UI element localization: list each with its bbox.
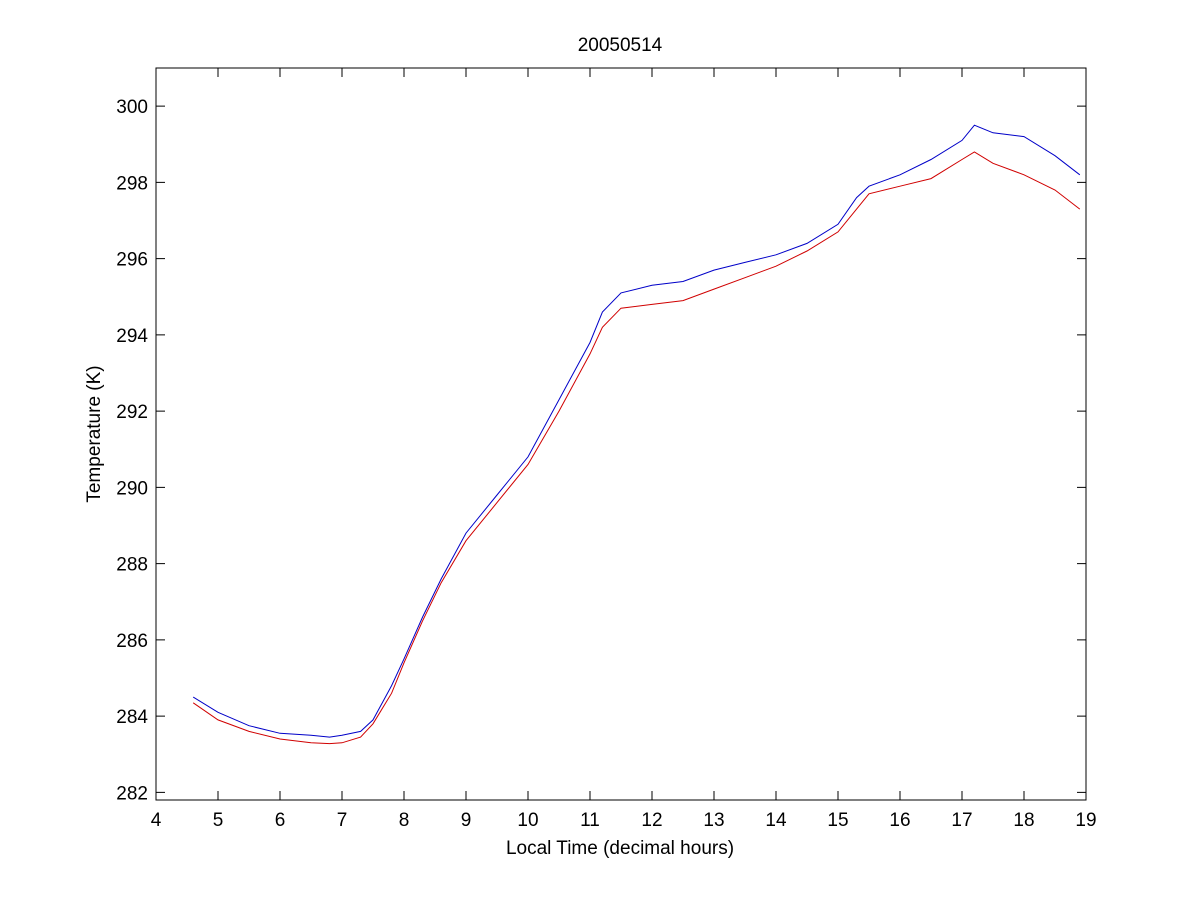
y-tick-label: 282	[116, 783, 148, 804]
x-tick-label: 13	[703, 810, 724, 831]
x-tick-label: 16	[889, 810, 910, 831]
series-line-1	[192, 124, 1081, 738]
x-tick-label: 15	[827, 810, 848, 831]
x-tick-label: 12	[641, 810, 662, 831]
y-tick-label: 286	[116, 631, 148, 652]
chart-title: 20050514	[578, 35, 663, 56]
plot-frame	[155, 67, 1087, 801]
y-tick-label: 284	[116, 707, 148, 728]
x-tick-label: 17	[951, 810, 972, 831]
x-tick-label: 6	[275, 810, 286, 831]
y-axis-label: Temperature (K)	[84, 365, 105, 502]
y-tick-label: 288	[116, 555, 148, 576]
x-tick-label: 7	[337, 810, 348, 831]
x-tick-label: 18	[1013, 810, 1034, 831]
x-tick-label: 14	[765, 810, 787, 831]
tick-layer: 4 5 6 7 8 9 10 11 12 13 14 15 16 17 18 19 282 284 286 288 29…	[116, 68, 1097, 831]
y-tick-label: 290	[116, 478, 148, 499]
x-tick-label: 4	[151, 810, 162, 831]
x-tick-label: 10	[517, 810, 538, 831]
series-line-2	[192, 151, 1081, 745]
y-tick-label: 296	[116, 250, 148, 271]
x-tick-label: 11	[580, 810, 600, 831]
x-axis-label: Local Time (decimal hours)	[506, 838, 734, 859]
x-tick-label: 9	[461, 810, 472, 831]
x-tick-label: 5	[213, 810, 224, 831]
y-tick-label: 294	[116, 326, 148, 347]
y-tick-label: 300	[116, 97, 148, 118]
y-tick-label: 298	[116, 173, 148, 194]
y-tick-label: 292	[116, 402, 148, 423]
x-tick-label: 19	[1075, 810, 1096, 831]
x-tick-label: 8	[399, 810, 410, 831]
series-layer	[192, 124, 1081, 745]
